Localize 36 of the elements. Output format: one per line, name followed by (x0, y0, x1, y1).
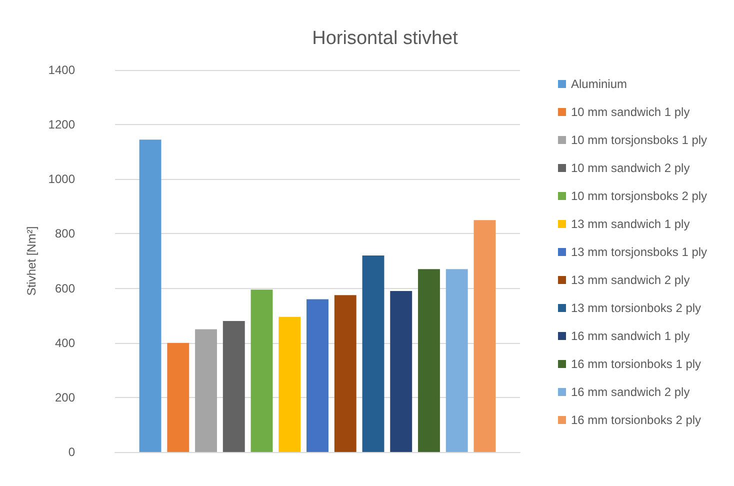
y-tick-label: 1000 (48, 172, 76, 186)
bar (362, 256, 384, 452)
bar (418, 269, 440, 452)
y-tick-label: 1400 (48, 63, 76, 77)
bar (278, 316, 301, 452)
chart-title: Horisontal stivhet (312, 28, 459, 49)
legend-label: 16 mm sandwich 1 ply (571, 329, 690, 343)
legend-label: 10 mm sandwich 2 ply (571, 161, 690, 175)
y-tick-label: 800 (54, 226, 76, 241)
y-tick-label: 400 (54, 336, 76, 350)
y-tick-label: 0 (68, 445, 76, 459)
legend-label: 10 mm sandwich 1 ply (571, 105, 690, 119)
bar (446, 269, 468, 452)
legend-label: 16 mm torsionboks 2 ply (571, 413, 702, 427)
legend-label: 13 mm torsionboks 2 ply (571, 301, 702, 315)
y-tick-label: 200 (54, 390, 76, 404)
legend-label: 10 mm torsjonsboks 2 ply (571, 189, 708, 203)
bar (195, 329, 217, 452)
legend-label: 13 mm sandwich 1 ply (571, 217, 690, 231)
legend-label: 16 mm sandwich 2 ply (571, 385, 690, 399)
bar (139, 140, 162, 452)
bar (250, 290, 273, 452)
legend-label: 10 mm torsjonsboks 1 ply (571, 133, 708, 147)
bar (306, 299, 328, 452)
legend-label: 16 mm torsionboks 1 ply (571, 357, 702, 371)
legend-label: 13 mm torsjonsboks 1 ply (571, 245, 708, 259)
legend-label: Aluminium (571, 77, 628, 91)
legend-label: 13 mm sandwich 2 ply (571, 273, 690, 287)
bar (474, 220, 496, 452)
bar (167, 342, 190, 452)
bar (222, 321, 245, 452)
bar (334, 295, 356, 452)
y-axis-title: Stivhet [Nm²] (24, 226, 38, 296)
bar (390, 291, 412, 452)
y-tick-label: 600 (54, 281, 76, 296)
y-tick-label: 1200 (48, 118, 76, 132)
